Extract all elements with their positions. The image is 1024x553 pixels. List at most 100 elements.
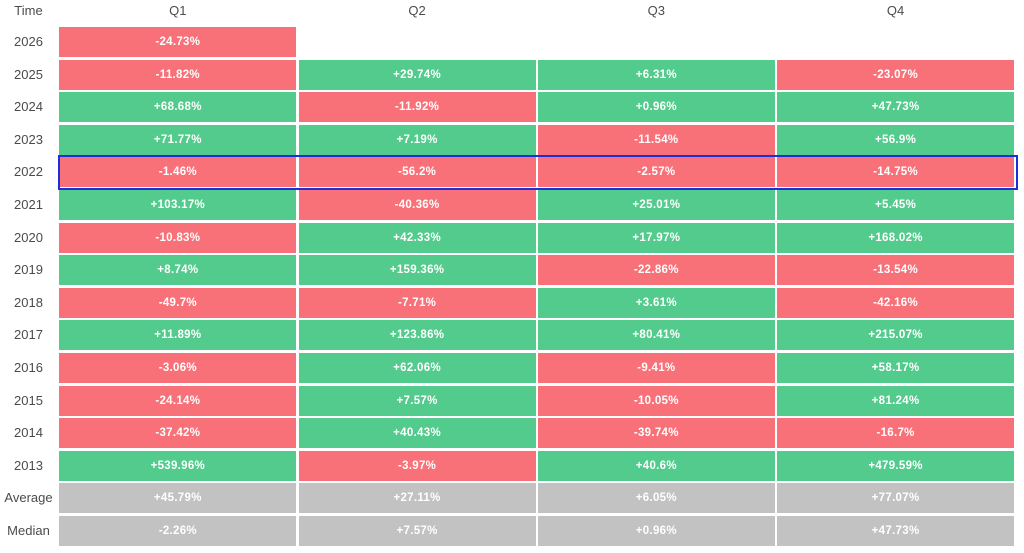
cell-2024-q1[interactable]: +68.68%: [59, 92, 297, 123]
cell-2014-q3[interactable]: -39.74%: [537, 418, 775, 449]
cell-2019-q2[interactable]: +159.36%: [298, 255, 536, 286]
cell-2022-q3[interactable]: -2.57%: [537, 157, 775, 188]
table-row-2021: 2021 +103.17% -40.36% +25.01% +5.45%: [0, 189, 1014, 220]
cell-2016-q2[interactable]: +62.06%: [298, 352, 536, 383]
row-label-2013: 2013: [14, 457, 43, 473]
cell-2018-q3[interactable]: +3.61%: [537, 287, 775, 318]
corner-header-time: Time: [14, 3, 43, 18]
cell-2025-q4[interactable]: -23.07%: [777, 59, 1014, 90]
table-row-2017: 2017 +11.89% +123.86% +80.41% +215.07%: [0, 320, 1014, 351]
cell-average-q4[interactable]: +77.07%: [777, 483, 1014, 514]
cell-2017-q1[interactable]: +11.89%: [59, 320, 297, 351]
row-label-2015: 2015: [14, 392, 43, 408]
cell-2017-q3[interactable]: +80.41%: [537, 320, 775, 351]
cell-2013-q2[interactable]: -3.97%: [298, 450, 536, 481]
table-row-2014: 2014 -37.42% +40.43% -39.74% -16.7%: [0, 418, 1014, 449]
table-header-row: Time Q1 Q2 Q3 Q4: [0, 3, 1014, 26]
cell-median-q2[interactable]: +7.57%: [298, 515, 536, 546]
row-label-2022: 2022: [14, 164, 43, 180]
row-label-median: Median: [7, 522, 50, 538]
row-label-2023: 2023: [14, 131, 43, 147]
cell-2024-q4[interactable]: +47.73%: [777, 92, 1014, 123]
cell-median-q3[interactable]: +0.96%: [537, 515, 775, 546]
cell-2020-q3[interactable]: +17.97%: [537, 222, 775, 253]
cell-average-q1[interactable]: +45.79%: [59, 483, 297, 514]
cell-2018-q1[interactable]: -49.7%: [59, 287, 297, 318]
cell-2022-q2[interactable]: -56.2%: [298, 157, 536, 188]
cell-2023-q3[interactable]: -11.54%: [537, 124, 775, 155]
row-label-2021: 2021: [14, 196, 43, 212]
row-label-2020: 2020: [14, 229, 43, 245]
cell-2021-q3[interactable]: +25.01%: [537, 189, 775, 220]
cell-2019-q1[interactable]: +8.74%: [59, 255, 297, 286]
cell-2023-q1[interactable]: +71.77%: [59, 124, 297, 155]
table-row-2016: 2016 -3.06% +62.06% -9.41% +58.17%: [0, 352, 1014, 383]
cell-2014-q2[interactable]: +40.43%: [298, 418, 536, 449]
cell-2021-q2[interactable]: -40.36%: [298, 189, 536, 220]
cell-2020-q2[interactable]: +42.33%: [298, 222, 536, 253]
cell-2016-q3[interactable]: -9.41%: [537, 352, 775, 383]
row-label-2018: 2018: [14, 294, 43, 310]
cell-2017-q4[interactable]: +215.07%: [777, 320, 1014, 351]
cell-2023-q4[interactable]: +56.9%: [777, 124, 1014, 155]
quarterly-returns-table: Time Q1 Q2 Q3 Q4 2026 -24.73% 2025 -11.82% +…: [0, 3, 1018, 546]
table-row-median: Median -2.26% +7.57% +0.96% +47.73%: [0, 515, 1014, 546]
cell-2024-q3[interactable]: +0.96%: [537, 92, 775, 123]
cell-2023-q2[interactable]: +7.19%: [298, 124, 536, 155]
row-label-2014: 2014: [14, 425, 43, 441]
table-body: 2026 -24.73% 2025 -11.82% +29.74% +6.31% -23.0…: [0, 27, 1018, 546]
table-row-2015: 2015 -24.14% +7.57% -10.05% +81.24%: [0, 385, 1014, 416]
cell-2020-q4[interactable]: +168.02%: [777, 222, 1014, 253]
cell-2015-q2[interactable]: +7.57%: [298, 385, 536, 416]
cell-2019-q4[interactable]: -13.54%: [777, 255, 1014, 286]
table-row-2025: 2025 -11.82% +29.74% +6.31% -23.07%: [0, 59, 1014, 90]
cell-2015-q4[interactable]: +81.24%: [777, 385, 1014, 416]
table-row-2018: 2018 -49.7% -7.71% +3.61% -42.16%: [0, 287, 1014, 318]
cell-2025-q2[interactable]: +29.74%: [298, 59, 536, 90]
cell-2021-q1[interactable]: +103.17%: [59, 189, 297, 220]
cell-2025-q3[interactable]: +6.31%: [537, 59, 775, 90]
column-header-q3: Q3: [647, 3, 665, 18]
empty-cell: [538, 27, 775, 57]
row-label-average: Average: [4, 490, 53, 506]
row-label-2016: 2016: [14, 359, 43, 375]
row-label-2019: 2019: [14, 262, 43, 278]
cell-2016-q4[interactable]: +58.17%: [777, 352, 1014, 383]
cell-2021-q4[interactable]: +5.45%: [777, 189, 1014, 220]
cell-2014-q1[interactable]: -37.42%: [59, 418, 297, 449]
empty-cell: [777, 27, 1014, 57]
cell-2022-q1[interactable]: -1.46%: [59, 157, 297, 188]
cell-median-q1[interactable]: -2.26%: [59, 515, 297, 546]
cell-2019-q3[interactable]: -22.86%: [537, 255, 775, 286]
cell-2015-q1[interactable]: -24.14%: [59, 385, 297, 416]
cell-2013-q3[interactable]: +40.6%: [537, 450, 775, 481]
cell-2013-q1[interactable]: +539.96%: [59, 450, 297, 481]
cell-average-q2[interactable]: +27.11%: [298, 483, 536, 514]
cell-average-q3[interactable]: +6.05%: [537, 483, 775, 514]
column-header-q1: Q1: [169, 3, 187, 18]
table-row-2013: 2013 +539.96% -3.97% +40.6% +479.59%: [0, 450, 1014, 481]
cell-2018-q4[interactable]: -42.16%: [777, 287, 1014, 318]
cell-median-q4[interactable]: +47.73%: [777, 515, 1014, 546]
column-header-q4: Q4: [886, 3, 905, 18]
table-row-average: Average +45.79% +27.11% +6.05% +77.07%: [0, 483, 1014, 514]
row-label-2025: 2025: [14, 66, 43, 82]
cell-2018-q2[interactable]: -7.71%: [298, 287, 536, 318]
table-row-2022: 2022 -1.46% -56.2% -2.57% -14.75%: [0, 154, 1018, 190]
cell-2022-q4[interactable]: -14.75%: [777, 157, 1014, 188]
empty-cell: [299, 27, 536, 57]
column-header-q2: Q2: [408, 3, 426, 18]
cell-2015-q3[interactable]: -10.05%: [537, 385, 775, 416]
table-row-2019: 2019 +8.74% +159.36% -22.86% -13.54%: [0, 255, 1014, 286]
row-label-2024: 2024: [14, 99, 43, 115]
cell-2020-q1[interactable]: -10.83%: [59, 222, 297, 253]
cell-2026-q1[interactable]: -24.73%: [59, 27, 297, 57]
row-label-2026: 2026: [14, 34, 43, 49]
cell-2025-q1[interactable]: -11.82%: [59, 59, 297, 90]
cell-2024-q2[interactable]: -11.92%: [298, 92, 536, 123]
cell-2014-q4[interactable]: -16.7%: [777, 418, 1014, 449]
cell-2016-q1[interactable]: -3.06%: [59, 352, 297, 383]
table-row-2020: 2020 -10.83% +42.33% +17.97% +168.02%: [0, 222, 1014, 253]
cell-2017-q2[interactable]: +123.86%: [298, 320, 536, 351]
cell-2013-q4[interactable]: +479.59%: [777, 450, 1014, 481]
